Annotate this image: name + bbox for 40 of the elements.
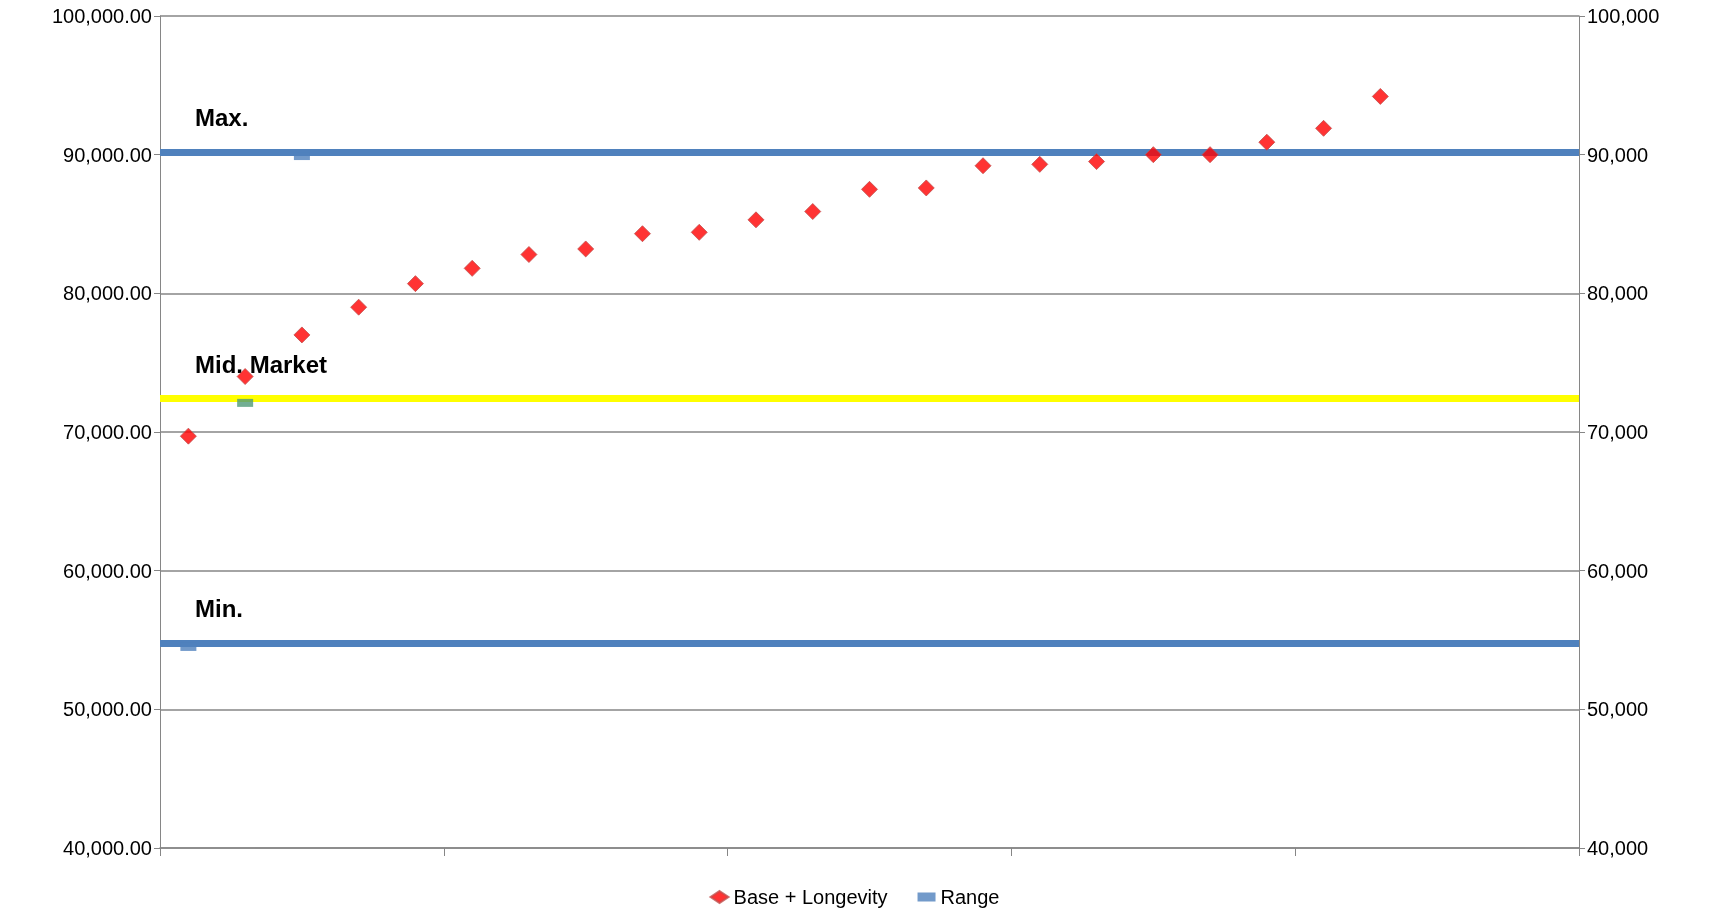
y2-tick-label: 90,000 [1587,143,1649,166]
point [406,275,424,293]
point [1144,146,1162,164]
point [633,225,651,243]
ref-line-label: Mid. Market [195,351,328,379]
point [690,223,708,241]
point [1031,155,1049,173]
y-tick-label: 40,000.00 [63,837,152,859]
y-tick-label: 60,000.00 [63,559,152,582]
ref-line-label: Min. [195,595,243,623]
point [974,157,992,175]
point [350,298,368,316]
y2-tick-label: 50,000 [1587,698,1649,721]
point [293,326,311,344]
point [577,240,595,258]
point [463,259,481,277]
y-tick-label: 50,000.00 [63,698,152,721]
point [1258,133,1276,151]
point [804,203,822,221]
y2-tick-label: 70,000 [1587,421,1649,443]
ref-line-label: Max. [195,104,249,132]
point [1201,146,1219,164]
point [520,246,538,264]
point [861,180,878,198]
point [1315,119,1333,137]
point [179,427,197,445]
point [747,211,765,229]
y2-tick-label: 80,000 [1587,282,1649,305]
point [1088,153,1106,171]
point [917,179,935,197]
point [1371,87,1389,105]
y2-tick-label: 100,000 [1587,5,1660,27]
y-tick-label: 100,000.00 [51,5,152,27]
legend-label: Base + Longevity [733,886,888,908]
y-tick-label: 90,000.00 [63,143,152,166]
y-tick-label: 70,000.00 [63,421,152,443]
y2-tick-label: 60,000 [1587,559,1649,582]
y2-tick-label: 40,000 [1587,837,1649,859]
legend-label: Range [940,886,1000,908]
y-tick-label: 80,000.00 [63,282,152,305]
